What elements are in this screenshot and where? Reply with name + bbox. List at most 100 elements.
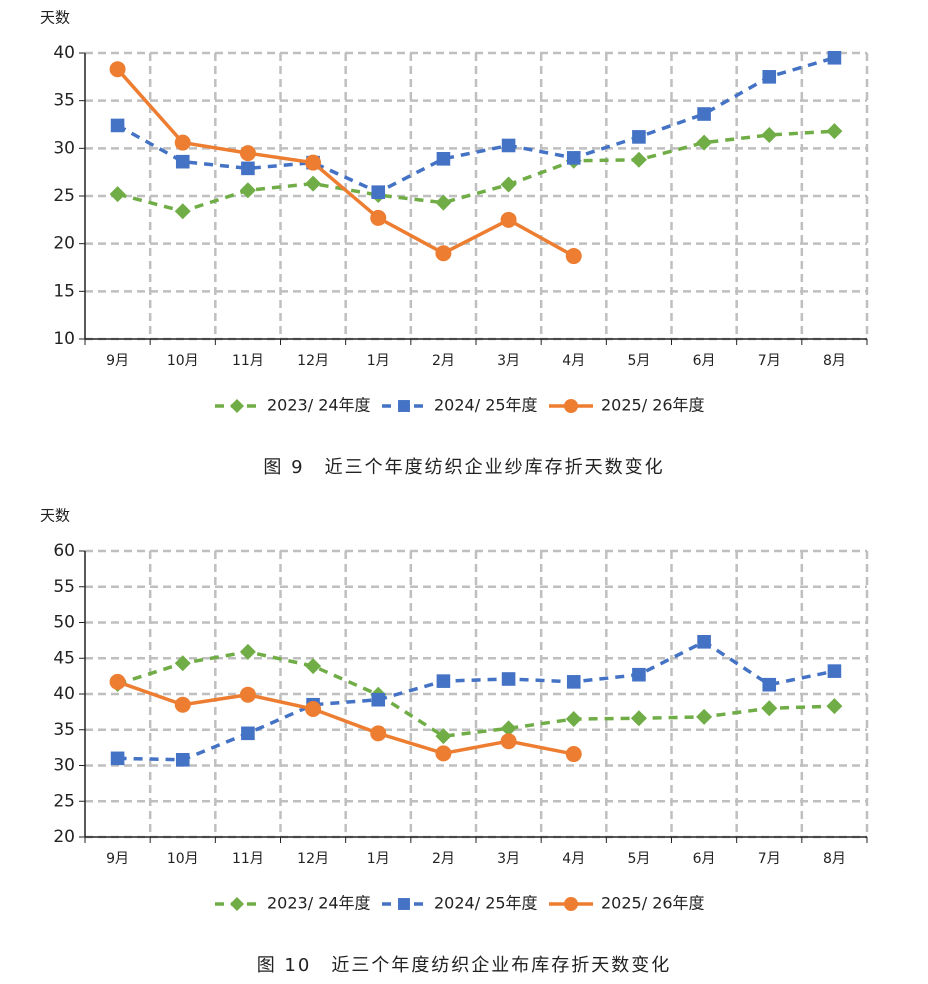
marker bbox=[174, 134, 191, 151]
chart: 天数 10 15 20 25 30 35 40 9月 10月 11月 12月 1月 2月 3月 4月 5月 6月 7… bbox=[40, 9, 869, 478]
marker bbox=[110, 118, 125, 133]
y-tick-label: 40 bbox=[53, 684, 75, 704]
y-tick-label: 10 bbox=[53, 329, 75, 349]
y-tick-label: 30 bbox=[53, 756, 75, 776]
marker bbox=[827, 664, 842, 678]
marker bbox=[435, 245, 452, 262]
marker bbox=[305, 701, 322, 718]
marker bbox=[174, 203, 191, 220]
caption: 图 9 近三个年度纺织企业纱库存折天数变化 bbox=[263, 457, 664, 478]
y-axis-label: 天数 bbox=[40, 9, 70, 27]
marker bbox=[175, 752, 190, 767]
caption: 图 10 近三个年度纺织企业布库存折天数变化 bbox=[257, 955, 672, 976]
marker bbox=[370, 209, 387, 226]
legend-label: 2023/ 24年度 bbox=[267, 894, 371, 913]
x-tick-label: 2月 bbox=[432, 353, 455, 369]
series-line bbox=[117, 680, 575, 756]
x-tick-label: 1月 bbox=[367, 353, 390, 369]
marker bbox=[239, 686, 256, 703]
series-line bbox=[116, 68, 575, 258]
legend-label: 2024/ 25年度 bbox=[434, 894, 538, 913]
series-line bbox=[116, 56, 835, 195]
marker bbox=[398, 400, 410, 412]
marker bbox=[500, 720, 517, 737]
marker bbox=[500, 176, 517, 193]
marker bbox=[109, 673, 126, 690]
y-tick-label: 15 bbox=[53, 281, 75, 301]
marker bbox=[174, 696, 191, 713]
x-tick-label: 11月 bbox=[232, 353, 264, 369]
y-tick-label: 20 bbox=[53, 234, 75, 254]
x-tick-label: 12月 bbox=[297, 851, 329, 867]
marker bbox=[762, 70, 777, 84]
marker bbox=[697, 107, 711, 121]
y-tick-label: 45 bbox=[53, 648, 75, 668]
y-axis-label: 天数 bbox=[40, 507, 70, 525]
marker bbox=[436, 674, 451, 688]
x-tick-label: 10月 bbox=[167, 353, 199, 369]
x-tick-label: 7月 bbox=[758, 851, 781, 867]
y-tick-label: 20 bbox=[53, 827, 75, 847]
marker bbox=[564, 399, 578, 413]
marker bbox=[565, 746, 582, 763]
marker bbox=[436, 152, 451, 166]
y-tick-label: 25 bbox=[53, 791, 75, 811]
marker bbox=[239, 145, 256, 162]
marker bbox=[305, 154, 322, 171]
marker bbox=[565, 248, 582, 265]
x-tick-label: 2月 bbox=[432, 851, 455, 867]
marker bbox=[230, 399, 244, 413]
x-tick-label: 5月 bbox=[627, 851, 650, 867]
marker bbox=[501, 672, 516, 686]
marker bbox=[632, 667, 646, 682]
legend-label: 2024/ 25年度 bbox=[434, 396, 538, 415]
chart: 天数 20 25 30 35 40 45 50 55 60 9月 10月 11月 12月 1月 2月 3月 4月 5… bbox=[40, 507, 869, 976]
marker bbox=[762, 677, 777, 692]
legend-label: 2025/ 26年度 bbox=[601, 396, 705, 415]
marker bbox=[230, 897, 244, 911]
marker bbox=[435, 728, 452, 745]
marker bbox=[239, 643, 256, 660]
x-tick-label: 6月 bbox=[693, 353, 716, 369]
x-tick-label: 9月 bbox=[106, 851, 129, 867]
marker bbox=[696, 134, 713, 151]
marker bbox=[565, 711, 582, 728]
marker bbox=[630, 151, 647, 168]
y-tick-label: 35 bbox=[53, 720, 75, 740]
x-tick-label: 4月 bbox=[562, 353, 585, 369]
marker bbox=[566, 675, 581, 689]
marker bbox=[630, 710, 647, 727]
marker bbox=[501, 138, 516, 153]
marker bbox=[826, 123, 843, 140]
y-tick-label: 30 bbox=[53, 138, 75, 158]
y-tick-label: 55 bbox=[53, 577, 75, 597]
y-tick-label: 25 bbox=[53, 186, 75, 206]
marker bbox=[435, 745, 452, 762]
marker bbox=[564, 897, 578, 911]
marker bbox=[109, 61, 126, 78]
x-tick-label: 7月 bbox=[758, 353, 781, 369]
y-tick-label: 60 bbox=[53, 541, 75, 561]
marker bbox=[398, 898, 410, 910]
marker bbox=[109, 186, 126, 203]
marker bbox=[761, 126, 778, 143]
x-tick-label: 11月 bbox=[232, 851, 264, 867]
x-tick-label: 10月 bbox=[167, 851, 199, 867]
series-line bbox=[117, 639, 835, 762]
marker bbox=[697, 635, 711, 649]
series-line bbox=[117, 129, 835, 214]
marker bbox=[827, 50, 842, 65]
marker bbox=[761, 700, 778, 717]
marker bbox=[696, 708, 713, 725]
x-tick-label: 8月 bbox=[823, 353, 846, 369]
marker bbox=[305, 175, 322, 192]
marker bbox=[305, 658, 322, 675]
marker bbox=[632, 130, 646, 144]
marker bbox=[826, 698, 843, 715]
marker bbox=[241, 161, 255, 176]
marker bbox=[174, 655, 191, 672]
marker bbox=[435, 194, 452, 211]
x-tick-label: 9月 bbox=[106, 353, 129, 369]
y-tick-label: 35 bbox=[53, 91, 75, 111]
